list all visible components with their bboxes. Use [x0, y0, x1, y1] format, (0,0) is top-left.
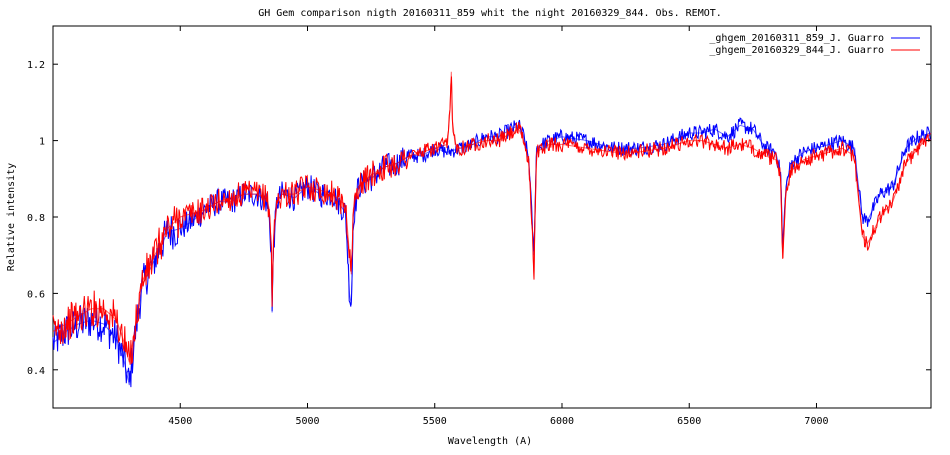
- x-tick-label: 6500: [677, 416, 701, 427]
- series-layer: [52, 71, 932, 388]
- y-axis-ticks: 0.4 0.6 0.8 1 1.2: [27, 60, 931, 377]
- y-tick-label: 1: [39, 137, 45, 148]
- chart-title: GH Gem comparison nigth 20160311_859 whi…: [258, 8, 722, 19]
- x-axis-ticks: 4500 5000 5500 6000 6500 7000: [168, 26, 829, 427]
- y-tick-label: 0.4: [27, 366, 45, 377]
- y-tick-label: 1.2: [27, 60, 45, 71]
- series-line-1: [52, 117, 932, 388]
- series-line-2: [52, 76, 932, 365]
- x-tick-label: 5500: [423, 416, 447, 427]
- y-tick-label: 0.6: [27, 289, 45, 300]
- x-axis-label: Wavelength (A): [448, 436, 532, 447]
- plot-area: 4500 5000 5500 6000 6500 7000 0.4 0.6 0.8 1 1.2: [27, 25, 932, 427]
- legend-label: _ghgem_20160329_844_J. Guarro: [709, 45, 884, 56]
- x-tick-label: 6000: [550, 416, 574, 427]
- legend-label: _ghgem_20160311_859_J. Guarro: [709, 33, 884, 44]
- y-tick-label: 0.8: [27, 213, 45, 224]
- series-trend-2: [52, 71, 932, 363]
- x-tick-label: 7000: [804, 416, 828, 427]
- legend: _ghgem_20160311_859_J. Guarro_ghgem_2016…: [709, 33, 920, 56]
- y-axis-label: Relative intensity: [6, 163, 17, 271]
- x-tick-label: 4500: [168, 416, 192, 427]
- x-tick-label: 5000: [295, 416, 319, 427]
